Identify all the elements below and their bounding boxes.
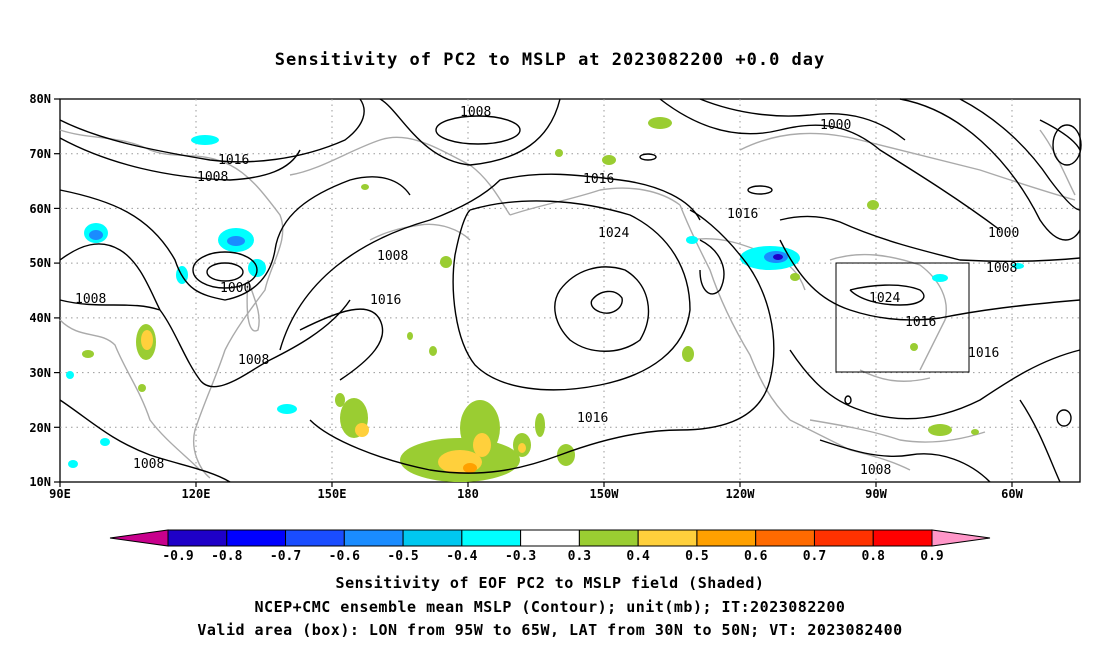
- colorbar-label: 0.7: [803, 549, 826, 564]
- colorbar-label: -0.5: [387, 549, 418, 564]
- contour-label: 1008: [460, 105, 491, 120]
- caption-line-3: Valid area (box): LON from 95W to 65W, L…: [197, 621, 903, 639]
- contour-label: 1016: [583, 172, 614, 187]
- lon-label: 60W: [1001, 487, 1023, 501]
- colorbar-swatch: [226, 529, 287, 547]
- colorbar-label: 0.4: [626, 549, 650, 564]
- caption-line-1: Sensitivity of EOF PC2 to MSLP field (Sh…: [335, 574, 765, 592]
- valid-area-box: [835, 262, 970, 373]
- lon-label: 90E: [49, 487, 71, 501]
- latitude-labels: 80N 70N 60N 50N 40N 30N 20N 10N: [29, 92, 51, 489]
- map-title: Sensitivity of PC2 to MSLP at 2023082200…: [274, 50, 826, 70]
- colorbar-swatch: [813, 529, 874, 547]
- colorbar-swatch: [755, 529, 815, 547]
- contour-label: 1008: [238, 353, 269, 368]
- colorbar-label: -0.9: [162, 549, 193, 564]
- colorbar-swatch: [285, 529, 345, 547]
- contour-label: 1016: [218, 153, 249, 168]
- contour-label: 1008: [860, 463, 891, 478]
- lat-label: 40N: [29, 311, 51, 325]
- contour-label: 1008: [377, 249, 408, 264]
- contour-label: 1008: [986, 261, 1017, 276]
- colorbar-label: 0.3: [568, 549, 591, 564]
- lat-label: 50N: [29, 256, 51, 270]
- shaded-patches: [66, 117, 1024, 482]
- contour-label: 1000: [820, 118, 851, 133]
- lon-label: 180: [457, 487, 479, 501]
- lat-label: 60N: [29, 202, 51, 216]
- colorbar-swatch: [461, 529, 522, 547]
- colorbar-swatch: [109, 529, 169, 547]
- lon-label: 120E: [182, 487, 211, 501]
- colorbar-swatch: [931, 529, 991, 547]
- colorbar-swatch: [578, 529, 639, 547]
- caption-line-2: NCEP+CMC ensemble mean MSLP (Contour); u…: [254, 598, 846, 616]
- contour-label: 1024: [869, 291, 900, 306]
- colorbar-swatch: [520, 529, 580, 547]
- lat-label: 30N: [29, 366, 51, 380]
- colorbar-swatch: [402, 529, 463, 547]
- contour-label: 1016: [727, 207, 758, 222]
- colorbar-swatch: [343, 529, 404, 547]
- mslp-contours: [59, 98, 1082, 483]
- colorbar-label: 0.9: [920, 549, 943, 564]
- colorbar-label: -0.4: [446, 549, 477, 564]
- colorbar-label: 0.8: [861, 549, 885, 564]
- contour-label: 1016: [577, 411, 608, 426]
- colorbar-label: -0.3: [505, 549, 536, 564]
- contour-label: 1016: [968, 346, 999, 361]
- contour-label: 1008: [75, 292, 106, 307]
- axis-ticks: [54, 98, 1013, 487]
- colorbar-swatch: [872, 529, 933, 547]
- lon-label: 90W: [865, 487, 887, 501]
- colorbar-label: -0.6: [329, 549, 360, 564]
- longitude-labels: 90E 120E 150E 180 150W 120W 90W 60W: [49, 487, 1023, 501]
- colorbar-label: 0.6: [744, 549, 768, 564]
- colorbar-label: 0.5: [685, 549, 708, 564]
- contour-labels: 1008 1016 1008 1000 1008 1008 1008 1016 …: [75, 105, 1019, 478]
- contour-label: 1008: [133, 457, 164, 472]
- contour-label: 1016: [370, 293, 401, 308]
- contour-label: 1024: [598, 226, 629, 241]
- contour-label: 1000: [220, 281, 251, 296]
- lon-label: 120W: [726, 487, 756, 501]
- contour-label: 1016: [905, 315, 936, 330]
- colorbar-swatch: [637, 529, 698, 547]
- colorbar-swatch: [167, 529, 228, 547]
- lat-label: 20N: [29, 421, 51, 435]
- lat-label: 70N: [29, 147, 51, 161]
- lat-label: 80N: [29, 92, 51, 106]
- lat-label: 10N: [29, 475, 51, 489]
- contour-label: 1000: [988, 226, 1019, 241]
- colorbar: -0.9 -0.8 -0.7 -0.6 -0.5 -0.4 -0.3 0.3 0.4 0.5 0.6…: [109, 529, 991, 564]
- colorbar-label: -0.7: [270, 549, 301, 564]
- colorbar-swatch: [696, 529, 757, 547]
- lon-label: 150W: [590, 487, 620, 501]
- colorbar-label: -0.8: [211, 549, 242, 564]
- contour-label: 1008: [197, 170, 228, 185]
- lon-label: 150E: [318, 487, 347, 501]
